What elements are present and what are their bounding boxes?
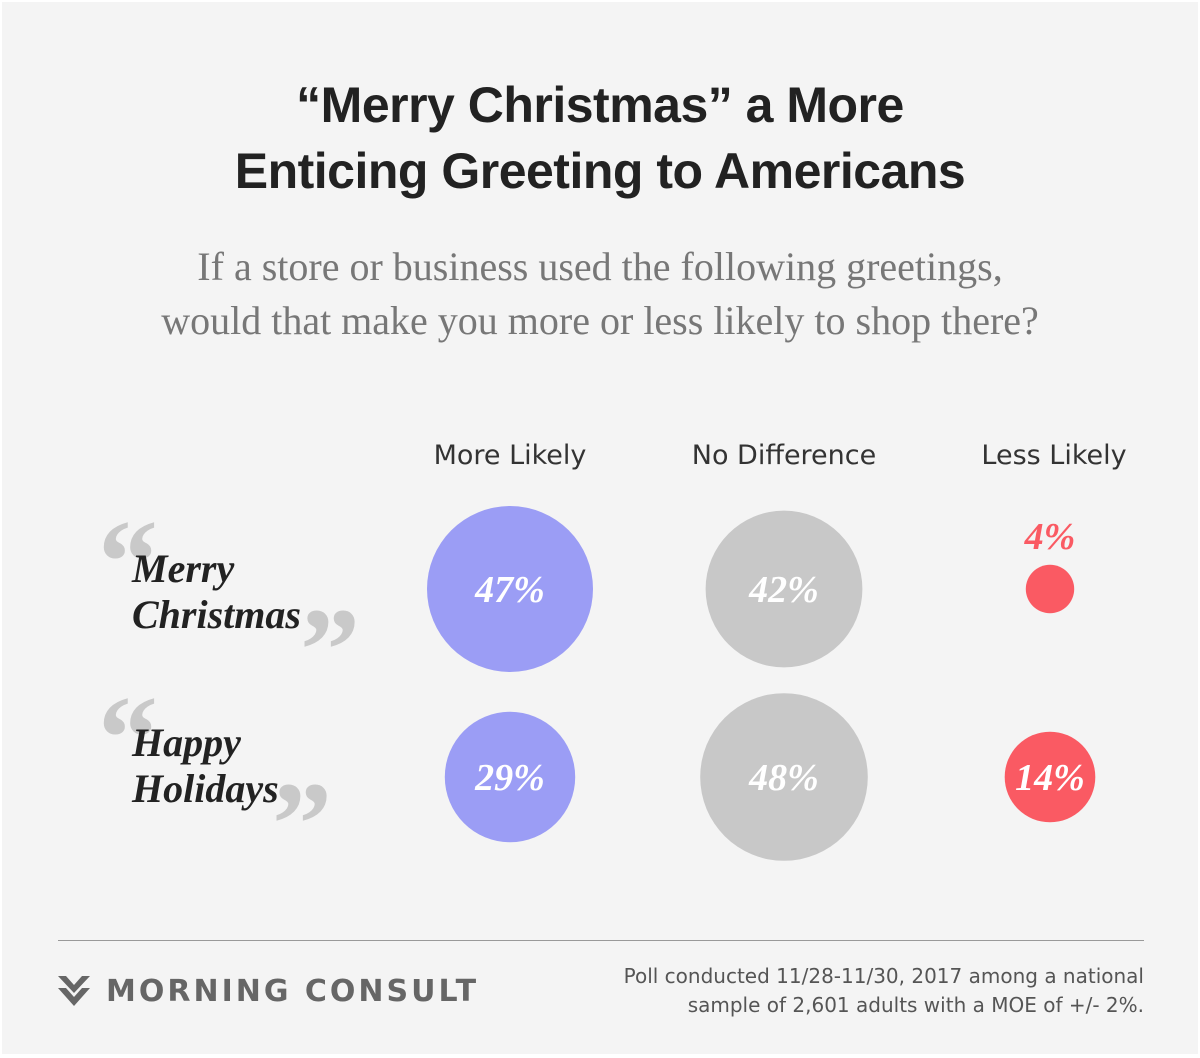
methodology-note-line-2: sample of 2,601 adults with a MOE of +/-… <box>687 993 1144 1017</box>
open-quote-icon: “ <box>98 495 158 628</box>
chart-title-line-2: Enticing Greeting to Americans <box>234 143 966 199</box>
data-label-merry-christmas-more-likely: 47% <box>474 569 545 611</box>
bubble-merry-christmas-no-difference <box>705 510 863 668</box>
data-label-merry-christmas-less-likely: 4% <box>1024 516 1076 558</box>
chart-subtitle-line-2: would that make you more or less likely … <box>161 298 1039 343</box>
brand-logo: MORNING CONSULT <box>58 974 479 1009</box>
bubble-happy-holidays-no-difference <box>700 693 868 861</box>
row-label-line-2: Christmas <box>132 592 301 637</box>
brand-name: MORNING CONSULT <box>106 974 480 1009</box>
bubble-merry-christmas-less-likely <box>1025 564 1075 614</box>
data-label-happy-holidays-no-difference: 48% <box>748 757 819 799</box>
footer-divider <box>58 940 1144 941</box>
row-label-line-1: Happy <box>132 720 241 765</box>
morning-consult-chevron-icon <box>58 975 90 1006</box>
row-label-merry-christmas: Merry Christmas <box>132 546 301 638</box>
bubble-happy-holidays-more-likely <box>444 711 576 843</box>
data-label-happy-holidays-less-likely: 14% <box>1015 757 1085 799</box>
close-quote-icon: ” <box>272 757 332 890</box>
data-label-merry-christmas-no-difference: 42% <box>748 569 819 611</box>
column-header-more-likely: More Likely <box>433 440 587 471</box>
row-label-line-1: Merry <box>132 546 235 591</box>
row-label-line-2: Holidays <box>132 766 279 811</box>
methodology-note-line-1: Poll conducted 11/28-11/30, 2017 among a… <box>623 964 1144 988</box>
data-label-happy-holidays-more-likely: 29% <box>474 757 545 799</box>
open-quote-icon: “ <box>98 671 158 804</box>
chart-title: “Merry Christmas” a More Enticing Greeti… <box>2 72 1198 204</box>
row-label-happy-holidays: Happy Holidays <box>132 720 279 812</box>
chart-subtitle: If a store or business used the followin… <box>2 240 1198 348</box>
methodology-note: Poll conducted 11/28-11/30, 2017 among a… <box>584 962 1144 1020</box>
bubble-happy-holidays-less-likely <box>1004 731 1096 823</box>
column-header-less-likely: Less Likely <box>981 440 1127 471</box>
bubble-merry-christmas-more-likely <box>427 506 593 672</box>
chart-subtitle-line-1: If a store or business used the followin… <box>197 244 1003 289</box>
column-header-no-difference: No Difference <box>691 440 877 471</box>
close-quote-icon: ” <box>300 583 360 716</box>
chart-title-line-1: “Merry Christmas” a More <box>296 77 904 133</box>
